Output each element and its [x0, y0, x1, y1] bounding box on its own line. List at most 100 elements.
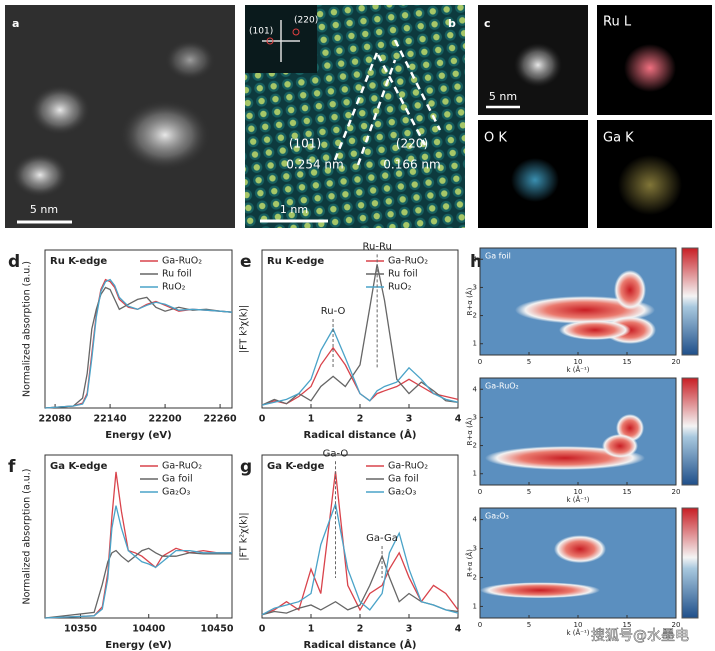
y-tick-label: 2 — [473, 573, 477, 581]
legend-label: Ga foil — [162, 474, 193, 485]
y-tick-label: 3 — [473, 283, 477, 291]
legend-label: Ga₂O₃ — [162, 487, 190, 498]
x-tick-label: 10 — [574, 358, 583, 366]
x-tick-label: 10350 — [64, 624, 97, 635]
legend-label: Ga-RuO₂ — [162, 256, 202, 267]
plot-frame — [44, 249, 233, 409]
plane-spacing: 0.254 nm — [286, 158, 343, 172]
intensity-blob — [480, 582, 600, 599]
plot-frame — [261, 454, 459, 619]
y-tick-label: 3 — [473, 545, 477, 553]
scale-label: 1 nm — [280, 203, 308, 216]
data-line — [261, 327, 459, 406]
peak-label: Ga-O — [323, 448, 349, 459]
x-tick-label: 1 — [308, 624, 315, 635]
wavelet-title: Ga foil — [485, 252, 511, 261]
data-line — [44, 471, 232, 619]
x-axis-label: Energy (eV) — [105, 430, 171, 441]
fft-spot — [292, 28, 300, 36]
chart-title: Ru K-edge — [267, 256, 324, 267]
intensity-blob — [559, 320, 631, 340]
x-tick-label: 0 — [478, 488, 482, 496]
y-tick-label: 3 — [473, 413, 477, 421]
chart-title: Ga K-edge — [50, 461, 108, 472]
plane-line — [376, 54, 427, 146]
y-axis-label: |FT k²χ(k)| — [239, 512, 250, 560]
x-tick-label: 0 — [259, 414, 266, 425]
x-tick-label: 4 — [455, 624, 462, 635]
particle — [514, 43, 562, 87]
legend-label: RuO₂ — [388, 282, 412, 293]
x-tick-label: 15 — [623, 621, 632, 629]
y-tick-label: 1 — [473, 340, 477, 348]
legend-label: RuO₂ — [162, 282, 186, 293]
watermark: 搜狐号@水墨电 — [591, 628, 689, 644]
y-axis-label: |FT k³χ(k)| — [239, 305, 250, 353]
panel-label: e — [240, 252, 252, 272]
peak-label: Ru-Ru — [363, 241, 392, 252]
fft-spot — [266, 37, 274, 45]
x-tick-label: 22080 — [39, 414, 72, 425]
plane-index: (220) — [396, 137, 428, 151]
x-tick-label: 3 — [406, 624, 413, 635]
legend-label: Ga₂O₃ — [388, 487, 416, 498]
y-axis-label: R+α (Å) — [465, 287, 474, 315]
data-line — [261, 554, 459, 616]
y-tick-label: 2 — [473, 312, 477, 320]
x-axis-label: k (Å⁻¹) — [566, 365, 589, 374]
y-axis-label: Normalized absorption (a.u.) — [22, 469, 33, 605]
panel-a: a 5 nm — [5, 5, 235, 228]
x-tick-label: 3 — [406, 414, 413, 425]
y-tick-label: 2 — [473, 442, 477, 450]
x-axis-label: k (Å⁻¹) — [566, 495, 589, 504]
map-label: Ru L — [603, 15, 632, 30]
intensity-blob — [614, 270, 646, 310]
x-tick-label: 2 — [357, 414, 364, 425]
colorbar — [681, 247, 699, 356]
panel-label: c — [484, 17, 491, 30]
wavelet-title: Ga₂O₃ — [485, 512, 509, 521]
x-tick-label: 20 — [672, 358, 681, 366]
wavelet-title: Ga-RuO₂ — [485, 382, 519, 391]
particle — [12, 153, 68, 197]
x-tick-label: 20 — [672, 621, 681, 629]
x-tick-label: 22260 — [204, 414, 237, 425]
legend-label: Ga-RuO₂ — [388, 461, 428, 472]
map-label: Ga K — [603, 131, 634, 146]
x-tick-label: 5 — [527, 488, 531, 496]
data-line — [261, 264, 459, 406]
x-tick-label: 0 — [478, 358, 482, 366]
y-axis-label: R+α (Å) — [465, 549, 474, 577]
x-axis-label: Energy (eV) — [105, 640, 171, 651]
x-tick-label: 5 — [527, 621, 531, 629]
colorbar — [681, 377, 699, 486]
plane-line — [356, 59, 397, 166]
o-signal — [511, 158, 559, 202]
y-tick-label: 4 — [473, 255, 478, 263]
x-tick-label: 10400 — [132, 624, 165, 635]
legend-label: Ru foil — [162, 269, 192, 280]
x-tick-label: 1 — [308, 414, 315, 425]
panel-label: f — [8, 457, 16, 477]
x-tick-label: 0 — [478, 621, 482, 629]
particle — [165, 40, 215, 80]
intensity-blob — [554, 535, 606, 564]
data-line — [44, 505, 232, 619]
plane-line — [333, 49, 380, 161]
x-tick-label: 5 — [527, 358, 531, 366]
plane-spacing: 0.166 nm — [383, 158, 440, 172]
data-line — [261, 501, 459, 616]
x-tick-label: 10 — [574, 621, 583, 629]
panel-label: g — [240, 457, 252, 477]
y-tick-label: 4 — [473, 385, 478, 393]
x-axis-label: k (Å⁻¹) — [566, 628, 589, 637]
x-tick-label: 15 — [623, 358, 632, 366]
fft-label: (101) — [249, 27, 273, 37]
scale-label: 5 nm — [30, 203, 58, 216]
ru-signal — [624, 44, 676, 92]
plane-index: (101) — [289, 137, 321, 151]
scale-label: 5 nm — [489, 90, 517, 103]
data-line — [44, 278, 233, 409]
panel-label: a — [12, 17, 19, 30]
x-axis-label: Radical distance (Å) — [304, 428, 417, 441]
